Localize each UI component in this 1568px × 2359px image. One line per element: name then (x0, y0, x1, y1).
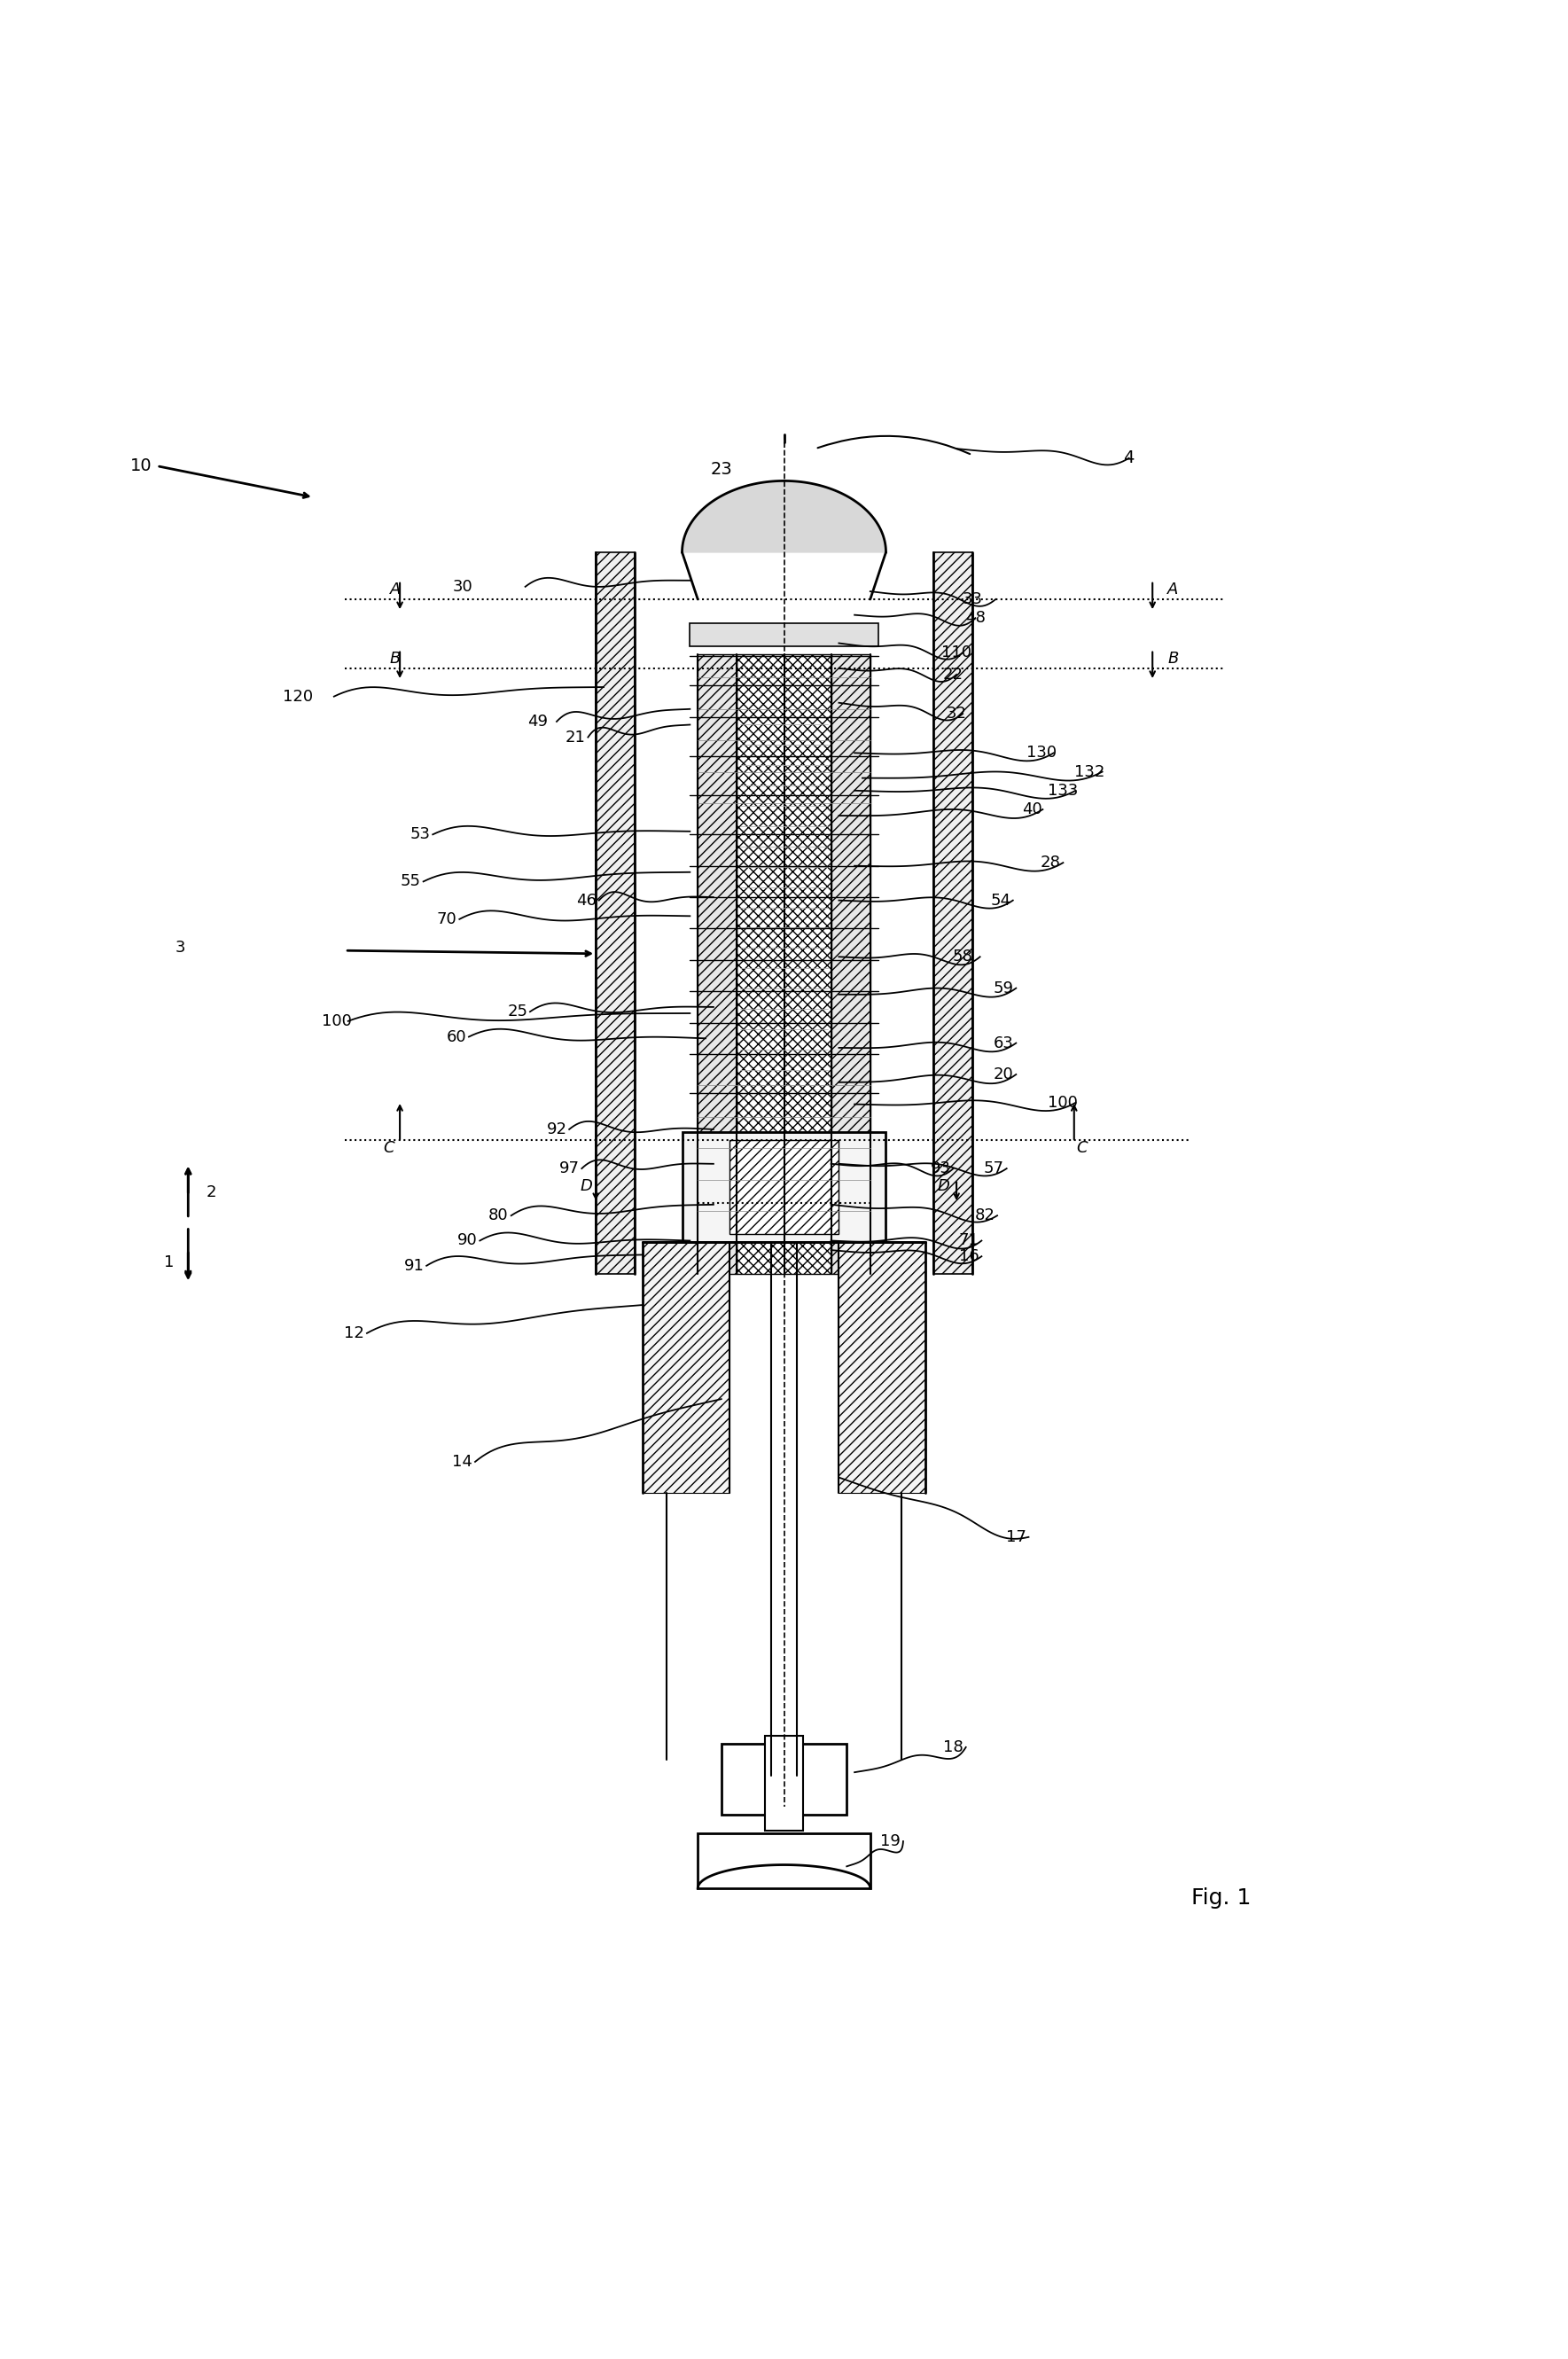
Text: 23: 23 (710, 460, 732, 477)
Bar (831, 653, 870, 1274)
Text: 18: 18 (944, 1739, 963, 1755)
Text: 21: 21 (566, 729, 585, 745)
Text: D: D (938, 1177, 950, 1194)
Text: 40: 40 (1022, 802, 1041, 816)
Bar (765, 1736, 803, 1831)
Bar (596, 552, 635, 1274)
Text: 3: 3 (176, 939, 185, 955)
Text: 58: 58 (953, 948, 972, 965)
Text: 80: 80 (489, 1208, 508, 1224)
Text: 32: 32 (946, 705, 967, 722)
Bar (698, 653, 737, 1274)
Text: 30: 30 (453, 578, 472, 594)
Text: 57: 57 (983, 1161, 1005, 1177)
Text: 59: 59 (993, 981, 1014, 995)
Text: A: A (390, 583, 400, 597)
Text: 70: 70 (437, 911, 456, 927)
Text: 22: 22 (942, 668, 964, 682)
Text: 16: 16 (960, 1248, 978, 1264)
Text: 25: 25 (506, 1003, 528, 1019)
Text: 130: 130 (1025, 745, 1057, 762)
Text: 97: 97 (558, 1161, 580, 1177)
Text: 48: 48 (966, 611, 985, 625)
Bar (729, 1139, 839, 1234)
Text: B: B (1168, 651, 1178, 668)
Text: 110: 110 (941, 644, 972, 661)
Text: 1: 1 (165, 1255, 174, 1272)
Bar (682, 1132, 886, 1243)
Text: 71: 71 (960, 1234, 978, 1248)
Text: 132: 132 (1074, 764, 1105, 781)
Text: 63: 63 (994, 1036, 1013, 1052)
Text: B: B (390, 651, 400, 668)
Text: 100: 100 (321, 1012, 353, 1029)
Bar (643, 1243, 729, 1493)
Text: 100: 100 (1047, 1095, 1079, 1111)
Text: C: C (383, 1139, 395, 1156)
Bar (690, 623, 878, 646)
Text: 4: 4 (1124, 451, 1134, 467)
Text: 10: 10 (130, 458, 152, 474)
Text: 133: 133 (1047, 783, 1079, 800)
Text: 46: 46 (577, 892, 596, 908)
Text: 49: 49 (527, 712, 549, 729)
Text: 55: 55 (400, 873, 422, 889)
Text: C: C (1076, 1139, 1088, 1156)
Text: D: D (580, 1177, 593, 1194)
Bar (933, 552, 972, 1274)
Text: 93: 93 (930, 1161, 952, 1177)
Bar (737, 653, 831, 1274)
Text: 20: 20 (994, 1066, 1013, 1083)
Polygon shape (682, 481, 886, 552)
Text: 2: 2 (207, 1184, 216, 1201)
Text: A: A (1168, 583, 1178, 597)
Text: 91: 91 (405, 1257, 423, 1274)
Text: 92: 92 (546, 1121, 568, 1137)
Text: 60: 60 (447, 1029, 466, 1045)
Text: 54: 54 (989, 892, 1011, 908)
Text: 90: 90 (458, 1234, 477, 1248)
Text: 120: 120 (282, 689, 314, 705)
Text: 12: 12 (345, 1326, 364, 1342)
Text: 19: 19 (881, 1833, 900, 1849)
Text: Fig. 1: Fig. 1 (1192, 1887, 1251, 1908)
Text: 17: 17 (1007, 1529, 1025, 1545)
Text: 53: 53 (409, 826, 431, 842)
Bar (839, 1243, 925, 1493)
Text: 28: 28 (1041, 854, 1060, 870)
Text: 33: 33 (961, 592, 983, 606)
Text: 82: 82 (975, 1208, 994, 1224)
Bar (721, 1743, 847, 1814)
Text: 14: 14 (453, 1453, 472, 1470)
Bar (698, 1833, 870, 1887)
